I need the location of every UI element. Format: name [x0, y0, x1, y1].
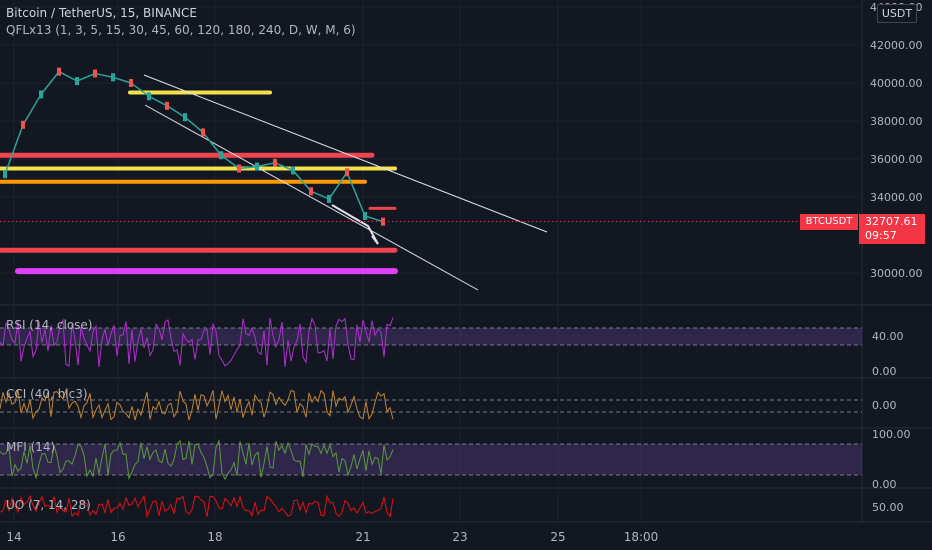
indicator-legend[interactable]: QFLx13 (1, 3, 5, 15, 30, 45, 60, 120, 18… [6, 23, 356, 37]
candle [75, 77, 79, 86]
time-tick-label: 16 [110, 530, 125, 544]
time-tick-label: 18 [207, 530, 222, 544]
bar-countdown: 09:57 [865, 229, 897, 242]
symbol-price-tag: BTCUSDT [800, 214, 858, 230]
candle [129, 79, 133, 87]
cci-series [0, 388, 394, 421]
candle [183, 113, 187, 122]
uo-series [0, 494, 394, 519]
indicator-tick-label: 0.00 [872, 365, 897, 378]
candle [291, 166, 295, 175]
candle [363, 212, 367, 220]
time-tick-label: 25 [550, 530, 565, 544]
last-price-value: 32707.61 [865, 215, 918, 228]
price-tick-label: 34000.00 [870, 191, 923, 204]
candle [165, 101, 169, 110]
price-series-line [4, 70, 384, 223]
candle [309, 187, 313, 196]
indicator-band [0, 328, 862, 345]
candle [147, 92, 151, 101]
arrow-annotation [331, 204, 379, 245]
price-tick-label: 42000.00 [870, 39, 923, 52]
time-tick-label: 21 [355, 530, 370, 544]
channel-upper-line [143, 74, 548, 233]
price-tick-label: 38000.00 [870, 115, 923, 128]
indicator-tick-label: 0.00 [872, 399, 897, 412]
cci-label[interactable]: CCI (40, hlc3) [6, 387, 88, 401]
candle [219, 151, 223, 160]
indicator-tick-label: 40.00 [872, 330, 904, 343]
indicator-tick-label: 0.00 [872, 478, 897, 491]
price-tick-label: 40000.00 [870, 77, 923, 90]
price-tick-label: 30000.00 [870, 267, 923, 280]
uo-label[interactable]: UO (7, 14, 28) [6, 498, 91, 512]
rsi-series [0, 317, 394, 368]
time-tick-label: 23 [452, 530, 467, 544]
last-price-tag: 32707.61 09:57 [859, 214, 925, 244]
candle [273, 158, 277, 167]
indicator-band [0, 444, 862, 475]
candle [201, 128, 205, 137]
time-tick-label: 18:00 [624, 530, 659, 544]
indicator-tick-label: 100.00 [872, 428, 911, 441]
mfi-series [0, 439, 394, 481]
candle [327, 194, 331, 203]
candle [57, 67, 61, 76]
candle [21, 120, 25, 129]
currency-button[interactable]: USDT [877, 4, 917, 23]
rsi-label[interactable]: RSI (14, close) [6, 318, 93, 332]
candle [3, 170, 7, 179]
mfi-label[interactable]: MFI (14) [6, 440, 56, 454]
candle [381, 217, 385, 226]
time-tick-label: 14 [6, 530, 21, 544]
candle [237, 164, 241, 173]
candle [255, 162, 259, 171]
candle [345, 168, 349, 177]
channel-lower-line [144, 104, 479, 291]
candle [39, 90, 43, 99]
candle [93, 69, 97, 78]
indicator-tick-label: 50.00 [872, 501, 904, 514]
chart-title: Bitcoin / TetherUS, 15, BINANCE [6, 6, 197, 20]
candle [111, 73, 115, 82]
price-tick-label: 36000.00 [870, 153, 923, 166]
